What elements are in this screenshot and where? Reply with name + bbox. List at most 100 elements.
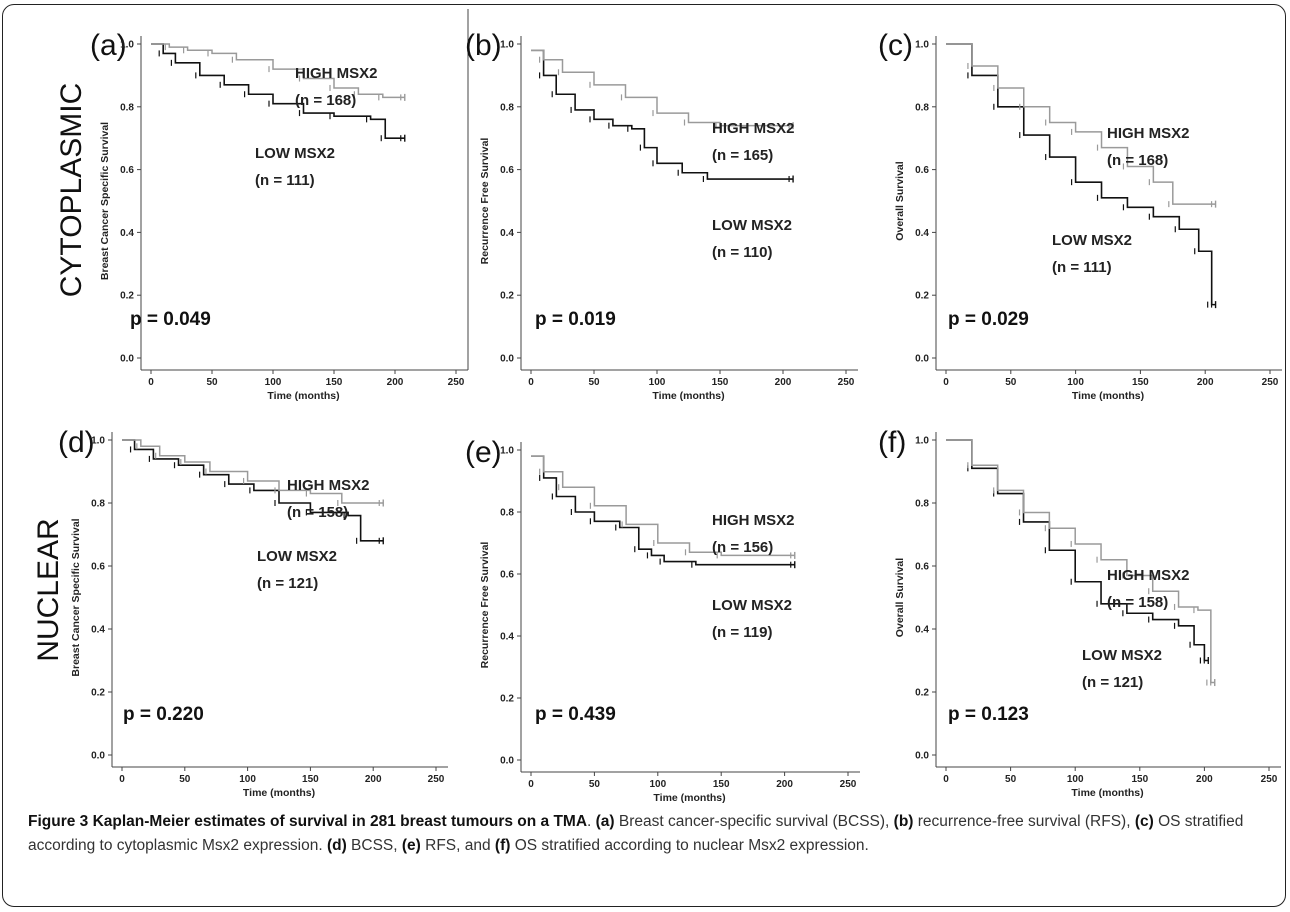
y-tick-label: 0.0 — [915, 354, 929, 365]
survival-curve-high — [946, 440, 1215, 683]
row-label-cytoplasmic: CYTOPLASMIC — [55, 83, 88, 298]
x-tick-label: 100 — [1067, 774, 1084, 785]
p-value: p = 0.439 — [535, 704, 616, 725]
x-tick-label: 250 — [838, 377, 855, 388]
x-tick-label: 150 — [712, 377, 729, 388]
low-msx2-label: LOW MSX2 — [1052, 232, 1132, 249]
low-msx2-label: LOW MSX2 — [257, 548, 337, 565]
y-axis-title: Breast Cancer Specific Survival — [99, 122, 111, 280]
high-msx2-label: (n = 168) — [1107, 152, 1168, 169]
y-tick-label: 0.6 — [500, 570, 514, 581]
km-panel-e: (e)0.00.20.40.60.81.00 50 100 150 200 250Time… — [465, 436, 860, 804]
y-axis-title: Overall Survival — [894, 558, 906, 637]
x-tick-label: 100 — [265, 377, 282, 388]
caption-segment: OS stratified according to nuclear Msx2 … — [510, 837, 868, 854]
y-tick-label: 1.0 — [915, 436, 929, 447]
y-tick-label: 0.4 — [500, 228, 514, 239]
figure-caption: Figure 3 Kaplan-Meier estimates of survi… — [28, 810, 1278, 858]
x-tick-label: 150 — [302, 774, 319, 785]
y-tick-label: 0.8 — [915, 499, 929, 510]
caption-title: Figure 3 Kaplan-Meier estimates of survi… — [28, 813, 587, 830]
x-axis-title: Time (months) — [1071, 787, 1143, 799]
x-tick-label: 50 — [589, 779, 601, 790]
caption-segment: recurrence-free survival (RFS), — [913, 813, 1134, 830]
x-tick-label: 200 — [365, 774, 382, 785]
y-tick-label: 0.8 — [91, 499, 105, 510]
y-tick-label: 0.0 — [120, 354, 134, 365]
row-label-nuclear: NUCLEAR — [32, 518, 65, 661]
x-tick-label: 150 — [1131, 774, 1148, 785]
x-tick-label: 200 — [1196, 774, 1213, 785]
km-panel-a: (a)0.00.20.40.60.81.00 50 100 150 200 250Time… — [90, 9, 468, 402]
y-tick-label: 0.6 — [915, 562, 929, 573]
p-value: p = 0.019 — [535, 309, 616, 330]
y-tick-label: 1.0 — [915, 40, 929, 51]
high-msx2-label: HIGH MSX2 — [712, 120, 795, 137]
high-msx2-label: (n = 165) — [712, 147, 773, 164]
panel-label: (e) — [465, 436, 502, 469]
x-tick-label: 200 — [776, 779, 793, 790]
y-tick-label: 1.0 — [91, 436, 105, 447]
p-value: p = 0.123 — [948, 704, 1029, 725]
y-tick-label: 0.0 — [500, 756, 514, 767]
high-msx2-label: (n = 156) — [712, 539, 773, 556]
y-tick-label: 0.6 — [500, 165, 514, 176]
y-axis-title: Recurrence Free Survival — [479, 138, 491, 265]
low-msx2-label: LOW MSX2 — [1082, 647, 1162, 664]
panel-label: (d) — [58, 426, 95, 459]
y-tick-label: 0.8 — [120, 102, 134, 113]
y-tick-label: 0.0 — [500, 354, 514, 365]
x-tick-label: 250 — [1261, 774, 1278, 785]
y-tick-label: 0.4 — [915, 228, 929, 239]
panel-label: (c) — [878, 29, 913, 62]
km-panel-f: (f) 0.0 0.2 0.4 0.6 0.8 1.0 0 50 100 150 200 250 Time… — [878, 426, 1281, 799]
survival-curve-low — [151, 44, 405, 138]
caption-segment: (d) — [327, 837, 347, 854]
high-msx2-label: HIGH MSX2 — [1107, 125, 1190, 142]
low-msx2-label: (n = 121) — [1082, 674, 1143, 691]
caption-segment: Breast cancer-specific survival (BCSS), — [615, 813, 894, 830]
y-tick-label: 0.6 — [915, 165, 929, 176]
caption-segment: RFS, and — [421, 837, 495, 854]
x-tick-label: 50 — [179, 774, 191, 785]
high-msx2-label: HIGH MSX2 — [287, 477, 370, 494]
caption-segment: . — [587, 813, 596, 830]
survival-curve-low — [946, 440, 1208, 661]
x-tick-label: 0 — [119, 774, 125, 785]
p-value: p = 0.029 — [948, 309, 1029, 330]
y-axis-title: Breast Cancer Specific Survival — [70, 518, 82, 676]
low-msx2-label: LOW MSX2 — [255, 145, 335, 162]
low-msx2-label: (n = 111) — [1052, 259, 1112, 276]
x-axis-title: Time (months) — [1072, 390, 1144, 402]
y-tick-label: 0.8 — [915, 102, 929, 113]
high-msx2-label: (n = 168) — [295, 92, 356, 109]
y-tick-label: 0.0 — [915, 751, 929, 762]
y-tick-label: 0.0 — [91, 751, 105, 762]
y-tick-label: 0.2 — [120, 291, 134, 302]
x-tick-label: 150 — [1132, 377, 1149, 388]
caption-segment: (f) — [495, 837, 511, 854]
low-msx2-label: (n = 111) — [255, 172, 315, 189]
high-msx2-label: HIGH MSX2 — [295, 65, 378, 82]
x-axis-title: Time (months) — [267, 390, 339, 402]
x-tick-label: 200 — [1197, 377, 1214, 388]
x-axis-title: Time (months) — [653, 792, 725, 804]
y-tick-label: 0.4 — [915, 625, 929, 636]
y-tick-label: 0.4 — [91, 625, 105, 636]
x-tick-label: 150 — [326, 377, 343, 388]
x-tick-label: 150 — [713, 779, 730, 790]
high-msx2-label: HIGH MSX2 — [712, 512, 795, 529]
y-tick-label: 0.2 — [915, 688, 929, 699]
y-axis-title: Recurrence Free Survival — [479, 542, 491, 669]
x-tick-label: 50 — [1005, 377, 1017, 388]
km-panel-c: (c) 0.0 0.2 0.4 0.6 0.8 1.0 0 50 100 150 200 250 Time… — [878, 29, 1282, 402]
y-tick-label: 0.8 — [500, 508, 514, 519]
x-tick-label: 0 — [528, 377, 534, 388]
high-msx2-label: (n = 158) — [1107, 594, 1168, 611]
x-tick-label: 50 — [206, 377, 218, 388]
y-tick-label: 0.2 — [500, 694, 514, 705]
y-tick-label: 0.6 — [91, 562, 105, 573]
y-tick-label: 1.0 — [120, 40, 134, 51]
y-tick-label: 0.2 — [915, 291, 929, 302]
x-tick-label: 100 — [649, 377, 666, 388]
